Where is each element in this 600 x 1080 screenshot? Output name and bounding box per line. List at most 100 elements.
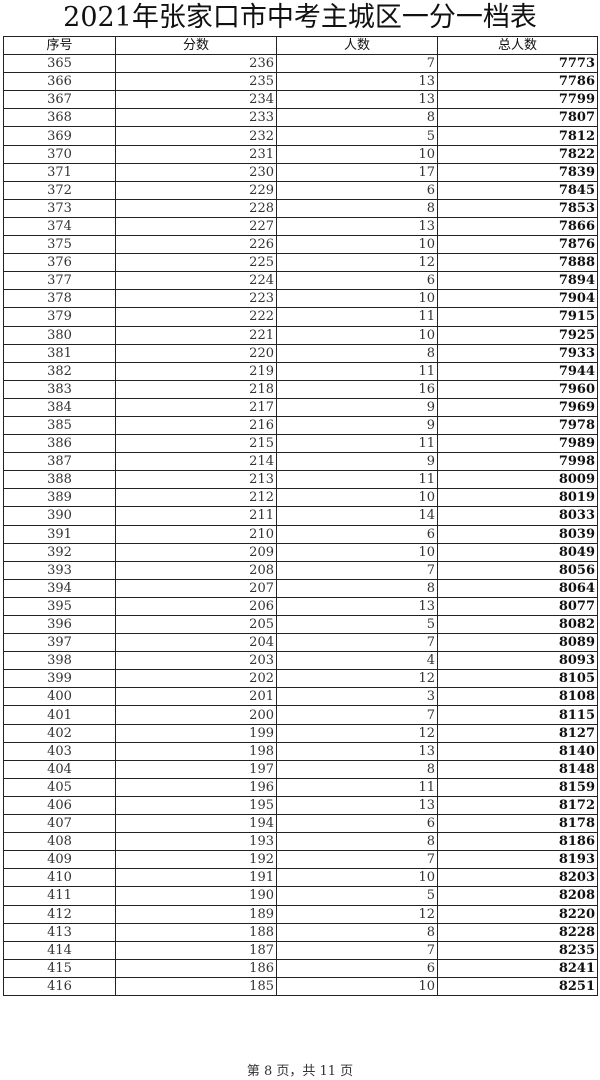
cell-count: 7 xyxy=(276,705,438,725)
cell-count: 8 xyxy=(276,832,438,852)
cell-total: 7773 xyxy=(437,54,598,74)
cell-count: 8 xyxy=(276,343,438,363)
cell-seq: 408 xyxy=(3,832,116,852)
cell-seq: 365 xyxy=(3,54,116,74)
cell-score: 189 xyxy=(115,904,277,924)
cell-total: 8115 xyxy=(437,705,598,725)
cell-score: 231 xyxy=(115,144,277,164)
cell-seq: 393 xyxy=(3,560,116,580)
cell-score: 216 xyxy=(115,415,277,436)
cell-total: 7812 xyxy=(437,126,598,146)
table-row: 409 192 7 8193 xyxy=(3,850,598,870)
table-row: 366 235 13 7786 xyxy=(3,72,598,92)
table-row: 367 234 13 7799 xyxy=(3,90,598,110)
table-row: 402 199 12 8127 xyxy=(3,723,598,743)
cell-total: 7915 xyxy=(437,307,598,327)
table-row: 378 223 10 7904 xyxy=(3,289,598,309)
cell-count: 11 xyxy=(276,777,438,797)
cell-total: 8064 xyxy=(437,578,598,598)
table-row: 412 189 12 8220 xyxy=(3,904,598,924)
cell-count: 7 xyxy=(276,940,438,960)
cell-count: 7 xyxy=(276,54,438,74)
cell-seq: 383 xyxy=(3,379,116,399)
cell-score: 230 xyxy=(115,162,277,182)
cell-count: 6 xyxy=(276,814,438,834)
cell-seq: 374 xyxy=(3,216,116,237)
cell-count: 5 xyxy=(276,886,438,906)
table-row: 396 205 5 8082 xyxy=(3,614,598,635)
cell-score: 218 xyxy=(115,379,277,399)
cell-total: 7989 xyxy=(437,434,598,454)
cell-seq: 379 xyxy=(3,307,116,327)
table-header-row: 序号 分数 人数 总人数 xyxy=(3,35,598,56)
cell-seq: 398 xyxy=(3,651,116,671)
cell-score: 215 xyxy=(115,434,277,454)
table-row: 392 209 10 8049 xyxy=(3,542,598,562)
cell-count: 7 xyxy=(276,850,438,870)
page-footer: 第 8 页，共 11 页 xyxy=(246,1064,354,1079)
cell-score: 200 xyxy=(115,705,277,725)
cell-score: 228 xyxy=(115,198,277,218)
cell-count: 9 xyxy=(276,397,438,417)
table-row: 404 197 8 8148 xyxy=(3,759,598,779)
column-header-score: 分数 xyxy=(115,35,277,56)
cell-score: 204 xyxy=(115,633,277,653)
cell-score: 223 xyxy=(115,289,277,309)
cell-seq: 394 xyxy=(3,578,116,598)
table-row: 379 222 11 7915 xyxy=(3,307,598,327)
cell-total: 7904 xyxy=(437,289,598,309)
table-row: 369 232 5 7812 xyxy=(3,126,598,146)
cell-seq: 376 xyxy=(3,253,116,273)
cell-count: 5 xyxy=(276,614,438,635)
table-row: 391 210 6 8039 xyxy=(3,524,598,544)
cell-total: 8241 xyxy=(437,958,598,978)
cell-score: 211 xyxy=(115,506,277,526)
cell-score: 205 xyxy=(115,614,277,635)
table-row: 368 233 8 7807 xyxy=(3,108,598,128)
cell-count: 13 xyxy=(276,216,438,237)
cell-count: 12 xyxy=(276,723,438,743)
table-row: 390 211 14 8033 xyxy=(3,506,598,526)
cell-score: 203 xyxy=(115,651,277,671)
cell-total: 7998 xyxy=(437,452,598,472)
cell-count: 7 xyxy=(276,560,438,580)
cell-score: 208 xyxy=(115,560,277,580)
table-row: 415 186 6 8241 xyxy=(3,958,598,978)
cell-total: 8159 xyxy=(437,777,598,797)
cell-count: 17 xyxy=(276,162,438,182)
cell-seq: 370 xyxy=(3,144,116,164)
page-title: 2021年张家口市中考主城区一分一档表 xyxy=(63,2,537,33)
table-row: 413 188 8 8228 xyxy=(3,922,598,942)
cell-seq: 415 xyxy=(3,958,116,978)
cell-score: 199 xyxy=(115,723,277,743)
cell-seq: 368 xyxy=(3,108,116,128)
table-row: 377 224 6 7894 xyxy=(3,271,598,291)
table-row: 365 236 7 7773 xyxy=(3,54,598,74)
table-row: 385 216 9 7978 xyxy=(3,415,598,436)
cell-total: 8220 xyxy=(437,904,598,924)
table-row: 375 226 10 7876 xyxy=(3,235,598,255)
cell-total: 8033 xyxy=(437,506,598,526)
cell-count: 8 xyxy=(276,198,438,218)
cell-seq: 402 xyxy=(3,723,116,743)
cell-score: 186 xyxy=(115,958,277,978)
cell-total: 8235 xyxy=(437,940,598,960)
cell-seq: 391 xyxy=(3,524,116,544)
cell-count: 8 xyxy=(276,578,438,598)
cell-seq: 378 xyxy=(3,289,116,309)
cell-count: 11 xyxy=(276,307,438,327)
cell-score: 217 xyxy=(115,397,277,417)
cell-count: 7 xyxy=(276,633,438,653)
cell-seq: 401 xyxy=(3,705,116,725)
cell-count: 6 xyxy=(276,524,438,544)
table-row: 414 187 7 8235 xyxy=(3,940,598,960)
cell-score: 188 xyxy=(115,922,277,942)
cell-count: 10 xyxy=(276,868,438,888)
cell-total: 7888 xyxy=(437,253,598,273)
cell-total: 7876 xyxy=(437,235,598,255)
cell-count: 6 xyxy=(276,271,438,291)
cell-total: 8203 xyxy=(437,868,598,888)
cell-seq: 385 xyxy=(3,415,116,436)
cell-score: 219 xyxy=(115,361,277,381)
cell-total: 7969 xyxy=(437,397,598,417)
